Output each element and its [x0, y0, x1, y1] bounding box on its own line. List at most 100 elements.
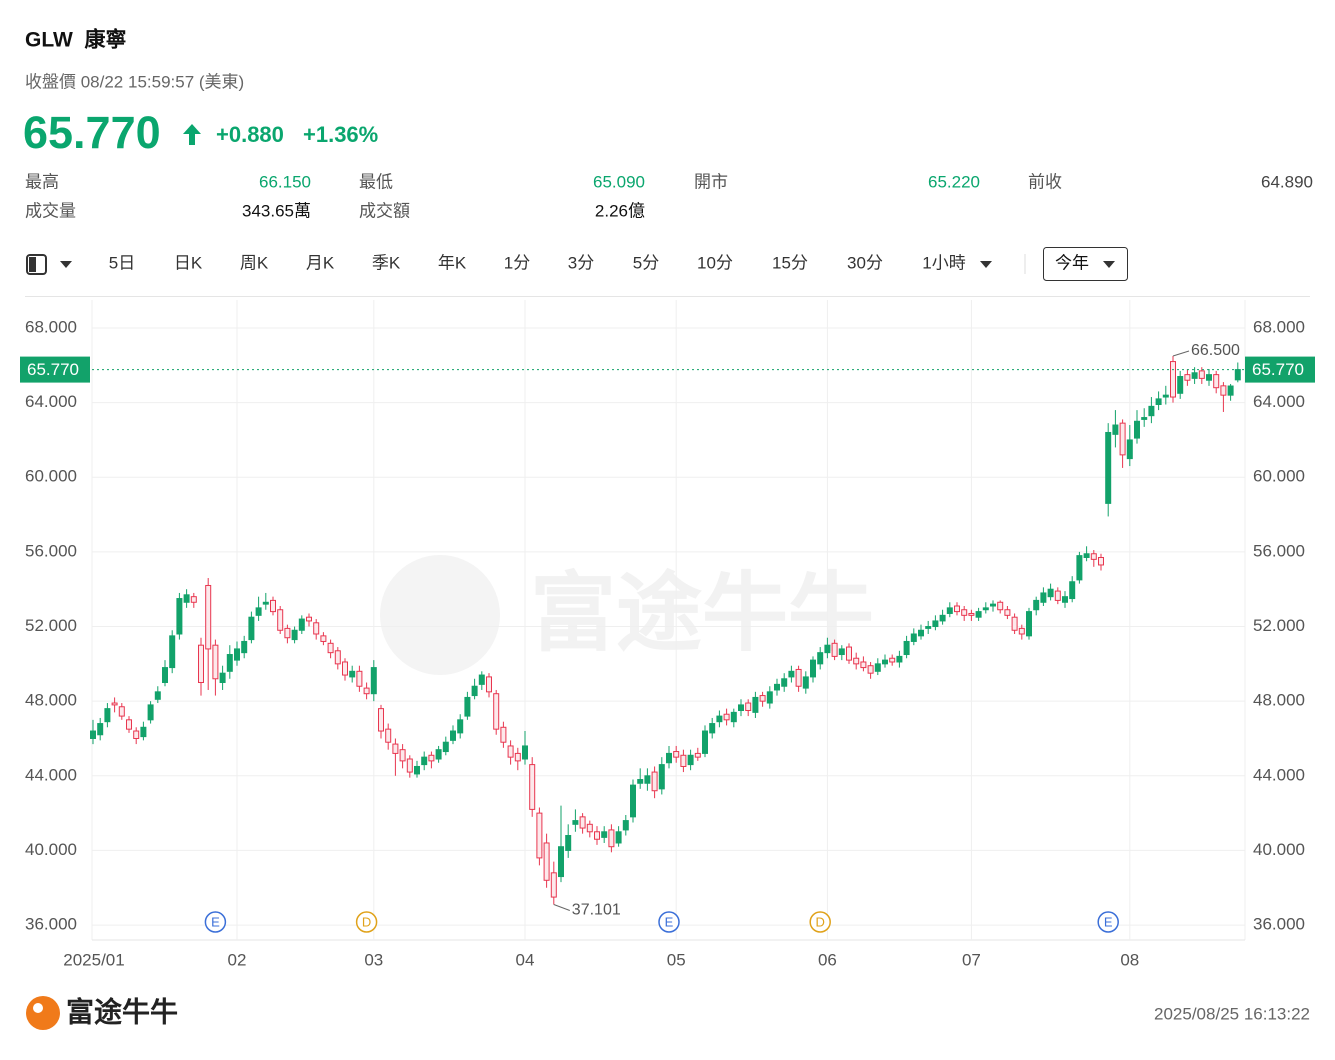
candle-body: [550, 872, 557, 898]
x-tick-label: 07: [962, 950, 981, 969]
candle-body: [414, 765, 420, 775]
candle-body: [226, 654, 233, 672]
candle-body: [738, 704, 744, 711]
y-tick-label: 60.000: [25, 467, 77, 486]
candle-body: [450, 730, 456, 741]
candle-body: [896, 655, 903, 663]
event-label: D: [816, 914, 825, 929]
candle-body: [1062, 596, 1068, 603]
candle-body: [925, 626, 932, 629]
candle-body: [608, 829, 615, 848]
candle-body: [1155, 398, 1162, 405]
y-tick-label: 68.000: [25, 317, 77, 336]
tab[interactable]: 5分: [633, 253, 659, 272]
candle-body: [838, 648, 845, 656]
candle-body: [529, 764, 536, 810]
change: +0.880: [216, 122, 284, 147]
candle-body: [421, 756, 428, 766]
tab[interactable]: 1分: [504, 253, 530, 272]
candle-body: [190, 596, 197, 603]
x-tick-label: 05: [667, 950, 686, 969]
candle-body: [126, 719, 132, 730]
candle-body: [1090, 553, 1097, 560]
tab[interactable]: 15分: [772, 253, 808, 272]
x-tick-label: 03: [364, 950, 383, 969]
candle-body: [709, 723, 716, 734]
candle-body: [1134, 420, 1140, 439]
subtitle: 收盤價 08/22 15:59:57 (美東): [25, 72, 244, 91]
candle-body: [1220, 385, 1227, 396]
candle-body: [1206, 374, 1212, 381]
candle-body: [961, 609, 968, 616]
x-tick-label: 06: [818, 950, 837, 969]
event-marker: [809, 911, 831, 933]
candle-body: [457, 719, 464, 734]
candle-body: [853, 657, 860, 665]
stat-value: 66.150: [259, 172, 311, 191]
candle-body: [370, 667, 377, 695]
candle-body: [716, 715, 723, 723]
stat-value: 65.220: [928, 172, 980, 191]
y-tick-label: 40.000: [25, 840, 77, 859]
range-button[interactable]: [1043, 247, 1128, 281]
candle-body: [579, 816, 586, 829]
tab[interactable]: 1小時: [922, 253, 965, 272]
tab[interactable]: 年K: [438, 253, 467, 272]
candle-body: [1234, 369, 1241, 381]
tab[interactable]: 月K: [306, 253, 335, 272]
candle-body: [1047, 588, 1054, 598]
candle-body: [687, 754, 694, 766]
tab[interactable]: 5日: [109, 253, 135, 272]
candle-body: [752, 696, 759, 713]
candle-body: [723, 713, 730, 721]
candle-body: [500, 726, 507, 743]
candle-body: [327, 642, 334, 654]
candle-body: [1011, 616, 1018, 631]
candle-body: [104, 708, 111, 723]
tab[interactable]: 30分: [847, 253, 883, 272]
timestamp: 2025/08/25 16:13:22: [1154, 1004, 1310, 1023]
tab[interactable]: 3分: [568, 253, 594, 272]
range-button-label[interactable]: 今年: [1055, 253, 1089, 272]
candle-body: [478, 674, 485, 685]
event-label: E: [1104, 914, 1113, 929]
price-tag-right-label: 65.770: [1252, 360, 1304, 379]
annotation-leader: [553, 904, 570, 911]
y-tick-label-right: 64.000: [1253, 392, 1305, 411]
event-marker: [355, 911, 378, 933]
candle-body: [997, 601, 1004, 611]
candle-body: [306, 616, 312, 622]
price: 65.770: [23, 107, 161, 158]
x-tick-label: 08: [1120, 950, 1139, 969]
dropdown-caret[interactable]: [60, 261, 72, 268]
change-pct: +1.36%: [303, 122, 378, 147]
tab[interactable]: 10分: [697, 253, 733, 272]
y-tick-label: 44.000: [25, 765, 77, 784]
annotation-label: 66.500: [1191, 342, 1240, 359]
candle-body: [1040, 592, 1047, 603]
y-tick-label-right: 48.000: [1253, 691, 1305, 710]
candle-body: [399, 749, 406, 762]
candle-body: [1119, 422, 1126, 456]
candle-body: [1162, 394, 1169, 398]
candle-body: [680, 754, 687, 767]
tab[interactable]: 周K: [240, 253, 269, 272]
dropdown-caret[interactable]: [1103, 261, 1115, 268]
watermark: 富途牛牛: [380, 555, 874, 675]
brand-logo-eye: [33, 1003, 43, 1013]
tab[interactable]: 日K: [174, 253, 203, 272]
candle-body: [939, 614, 946, 622]
candle-body: [162, 667, 168, 684]
candle-body: [1191, 372, 1198, 379]
candle-body: [241, 640, 248, 654]
candle-body: [565, 835, 572, 851]
tab[interactable]: 季K: [372, 253, 401, 272]
candle-body: [1170, 361, 1176, 398]
dropdown-caret[interactable]: [980, 261, 992, 268]
chart-type-icon[interactable]: [26, 254, 47, 275]
candle-body: [1198, 370, 1205, 379]
stat-label: 最低: [359, 172, 393, 191]
candle-body: [464, 696, 471, 717]
y-tick-label: 52.000: [25, 616, 77, 635]
